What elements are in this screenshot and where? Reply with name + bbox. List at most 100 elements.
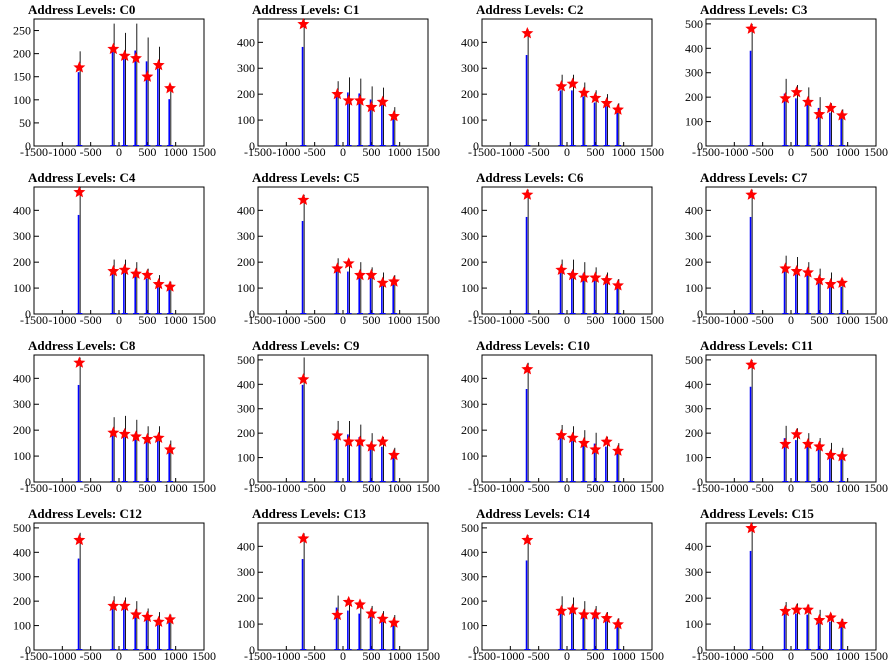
y-tick-label: 0 xyxy=(25,643,31,657)
y-tick-label: 100 xyxy=(237,281,255,295)
plot-frame xyxy=(481,186,653,315)
x-tick-label: 500 xyxy=(810,649,828,663)
plot-frame xyxy=(257,522,429,651)
x-tick-label: -1500 xyxy=(20,313,48,327)
level-marker xyxy=(388,275,400,287)
x-tick-label: 500 xyxy=(138,481,156,495)
x-tick-label: -500 xyxy=(304,649,326,663)
x-tick-label: 500 xyxy=(810,481,828,495)
y-tick-label: 100 xyxy=(13,93,31,107)
x-tick-label: -1500 xyxy=(468,145,496,159)
y-tick-label: 200 xyxy=(685,90,703,104)
x-tick-label: 1500 xyxy=(416,313,440,327)
x-tick-label: -1000 xyxy=(720,145,748,159)
level-marker xyxy=(365,100,378,113)
x-tick-label: -1500 xyxy=(692,145,720,159)
y-tick-label: 200 xyxy=(685,255,703,269)
chart-panel-13: Address Levels: C13 0 100 200 300 400 -1500 -10… xyxy=(237,506,440,663)
y-tick-label: 400 xyxy=(685,203,703,217)
x-tick-label: -500 xyxy=(528,649,550,663)
level-marker xyxy=(130,608,142,620)
level-marker xyxy=(824,448,837,461)
x-tick-label: -1500 xyxy=(468,481,496,495)
y-tick-label: 100 xyxy=(13,619,31,633)
x-tick-label: 1500 xyxy=(192,481,216,495)
x-tick-label: -1000 xyxy=(496,313,524,327)
x-tick-label: 1000 xyxy=(164,313,188,327)
y-tick-label: 100 xyxy=(237,451,255,465)
level-marker xyxy=(376,612,389,624)
x-tick-label: 500 xyxy=(586,145,604,159)
y-tick-label: 300 xyxy=(461,61,479,75)
x-tick-label: 1500 xyxy=(416,649,440,663)
plot-frame xyxy=(705,18,877,147)
level-marker xyxy=(790,428,803,440)
level-marker xyxy=(824,277,837,290)
y-tick-label: 400 xyxy=(461,545,479,559)
level-marker xyxy=(745,188,758,200)
x-tick-label: -500 xyxy=(80,313,102,327)
level-marker xyxy=(802,95,814,108)
chart-panel-2: Address Levels: C2 0 100 200 300 400 -1500 -100… xyxy=(461,2,664,159)
x-tick-label: 0 xyxy=(788,481,794,495)
level-marker xyxy=(745,22,758,34)
level-marker xyxy=(297,193,310,206)
x-tick-label: -1000 xyxy=(48,145,76,159)
y-tick-label: 100 xyxy=(461,449,479,463)
y-tick-label: 0 xyxy=(249,139,255,153)
x-tick-label: -1500 xyxy=(692,649,720,663)
y-tick-label: 200 xyxy=(685,591,703,605)
level-marker xyxy=(130,52,142,64)
level-marker xyxy=(118,427,131,440)
y-tick-label: 500 xyxy=(685,353,703,367)
y-tick-label: 300 xyxy=(685,565,703,579)
level-marker xyxy=(813,274,826,286)
level-marker xyxy=(779,262,792,274)
chart-panel-3: Address Levels: C30100200300400500-1500-… xyxy=(685,2,888,159)
x-tick-label: 1500 xyxy=(416,145,440,159)
level-marker xyxy=(342,257,355,269)
level-marker xyxy=(779,92,792,104)
x-tick-label: 1000 xyxy=(388,649,412,663)
x-tick-label: 1500 xyxy=(864,649,888,663)
level-marker xyxy=(130,267,142,279)
y-tick-label: 400 xyxy=(237,539,255,553)
x-tick-label: -1000 xyxy=(496,481,524,495)
level-marker xyxy=(354,268,366,281)
x-tick-label: 0 xyxy=(564,145,570,159)
y-tick-label: 400 xyxy=(13,203,31,217)
x-tick-label: 500 xyxy=(810,145,828,159)
level-marker xyxy=(578,608,590,620)
y-tick-label: 0 xyxy=(249,643,255,657)
x-tick-label: 1500 xyxy=(640,649,664,663)
level-marker xyxy=(118,49,131,62)
y-tick-label: 100 xyxy=(461,281,479,295)
level-marker xyxy=(836,276,848,288)
x-tick-label: 500 xyxy=(586,481,604,495)
y-tick-label: 400 xyxy=(685,41,703,55)
x-tick-label: 0 xyxy=(788,313,794,327)
x-tick-label: -500 xyxy=(80,145,102,159)
level-marker xyxy=(589,443,602,455)
level-marker xyxy=(790,264,803,277)
level-marker xyxy=(555,604,568,617)
x-tick-label: 0 xyxy=(340,313,346,327)
y-tick-label: 200 xyxy=(13,47,31,61)
x-tick-label: 1500 xyxy=(864,313,888,327)
y-tick-label: 200 xyxy=(237,87,255,101)
level-marker xyxy=(589,608,602,620)
chart-panel-7: Address Levels: C7 0 100 200 300 400 -1500 -100… xyxy=(685,170,888,327)
x-tick-label: 1000 xyxy=(164,481,188,495)
level-marker xyxy=(779,437,792,450)
x-tick-label: -500 xyxy=(752,481,774,495)
x-tick-label: -1000 xyxy=(272,145,300,159)
x-tick-label: 0 xyxy=(116,649,122,663)
y-tick-label: 0 xyxy=(697,307,703,321)
x-tick-label: -1500 xyxy=(244,481,272,495)
level-marker xyxy=(107,599,120,612)
x-tick-label: 500 xyxy=(362,145,380,159)
level-marker xyxy=(824,101,837,114)
plot-frame xyxy=(257,186,429,315)
chart-title: Address Levels: C6 xyxy=(476,170,584,185)
y-tick-label: 0 xyxy=(25,307,31,321)
